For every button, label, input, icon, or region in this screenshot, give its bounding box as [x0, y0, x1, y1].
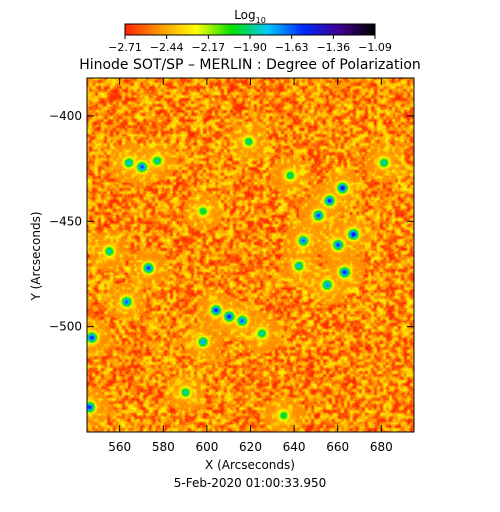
colorbar-tick-label: −2.17: [191, 41, 225, 54]
x-tick-label: 640: [283, 440, 306, 454]
x-tick-label: 580: [152, 440, 175, 454]
colorbar-tick-label: −2.71: [108, 41, 142, 54]
colorbar-tick-label: −2.44: [150, 41, 184, 54]
colorbar-label: Log10: [234, 8, 266, 25]
x-tick-label: 680: [370, 440, 393, 454]
timestamp-footer: 5-Feb-2020 01:00:33.950: [174, 476, 327, 490]
colorbar-tick-label: −1.36: [316, 41, 350, 54]
y-tick-label: −400: [49, 109, 82, 123]
colorbar-tick-label: −1.09: [358, 41, 392, 54]
colorbar-tick-label: −1.90: [233, 41, 267, 54]
plot-area: [86, 77, 415, 433]
y-axis: −400 −450 −500: [49, 109, 414, 334]
colorbar-ticks: −2.71 −2.44 −2.17 −1.90 −1.63 −1.36 −1.09: [108, 35, 392, 54]
x-tick-label: 560: [108, 440, 131, 454]
heatmap-image: [87, 78, 414, 432]
x-tick-label: 620: [239, 440, 262, 454]
y-axis-label: Y (Arcseconds): [29, 211, 43, 301]
x-axis-label: X (Arcseconds): [205, 458, 295, 472]
x-tick-label: 600: [195, 440, 218, 454]
x-tick-label: 660: [326, 440, 349, 454]
colorbar-tick-label: −1.63: [275, 41, 309, 54]
y-tick-label: −450: [49, 214, 82, 228]
chart-title: Hinode SOT/SP – MERLIN : Degree of Polar…: [79, 57, 421, 73]
colorbar: Log10 −2.71 −2.44 −2.17 −1.90 −1.63 −1.36 −1.0…: [108, 8, 392, 54]
colorbar-bar: [124, 23, 376, 36]
x-axis: 560 580 600 620 640 660 680: [108, 78, 393, 454]
y-tick-label: −500: [49, 320, 82, 334]
colorbar-label-subscript: 10: [256, 16, 266, 25]
